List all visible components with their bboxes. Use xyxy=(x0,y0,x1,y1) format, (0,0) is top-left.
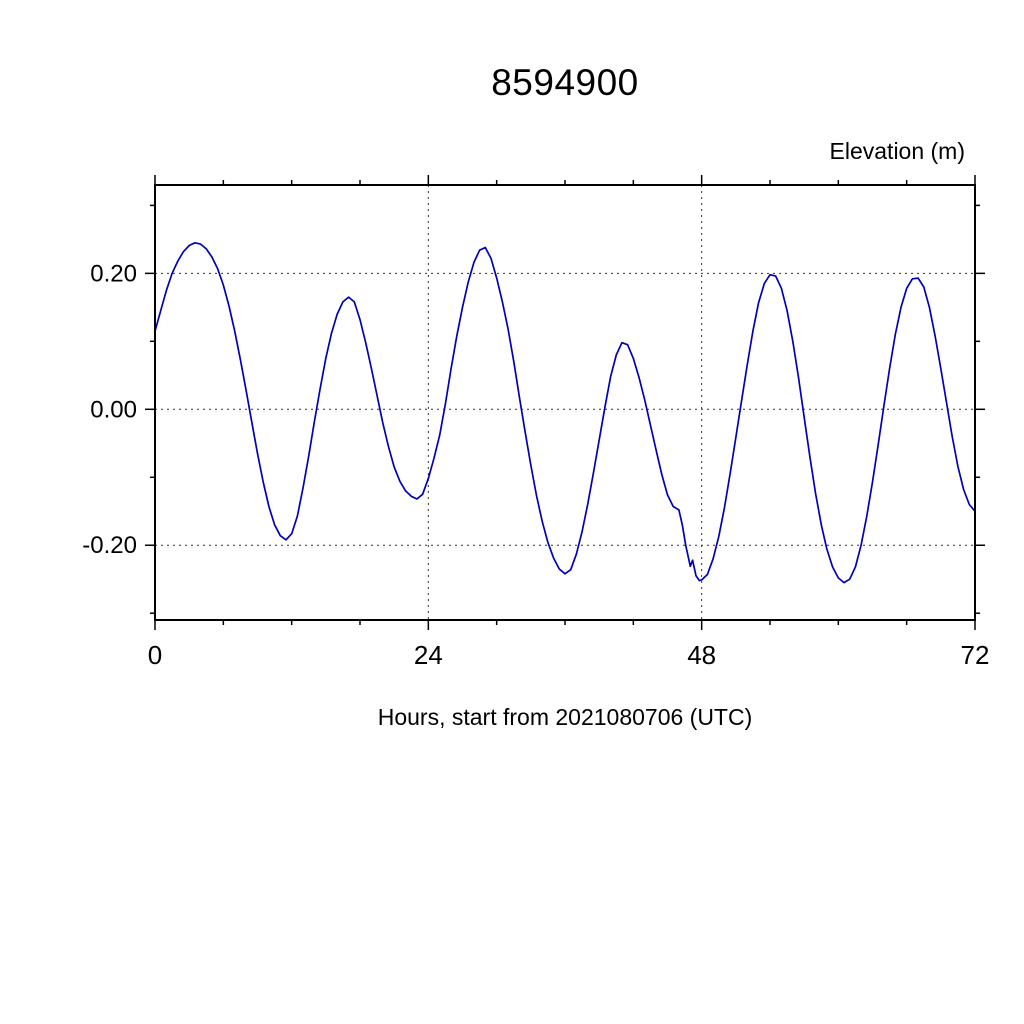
y-tick-label: -0.20 xyxy=(82,532,137,559)
plot-frame xyxy=(154,184,976,621)
y-axis-title: Elevation (m) xyxy=(829,138,965,164)
x-axis-title: Hours, start from 2021080706 (UTC) xyxy=(377,704,753,730)
tide-elevation-line xyxy=(154,241,976,584)
y-tick-label: 0.00 xyxy=(90,396,137,423)
chart-title: 8594900 xyxy=(491,62,639,103)
x-tick-label: 24 xyxy=(414,640,443,670)
y-tick-label: 0.20 xyxy=(90,260,137,287)
x-tick-label: 48 xyxy=(687,640,716,670)
x-tick-label: 72 xyxy=(961,640,990,670)
x-tick-label: 0 xyxy=(148,640,162,670)
